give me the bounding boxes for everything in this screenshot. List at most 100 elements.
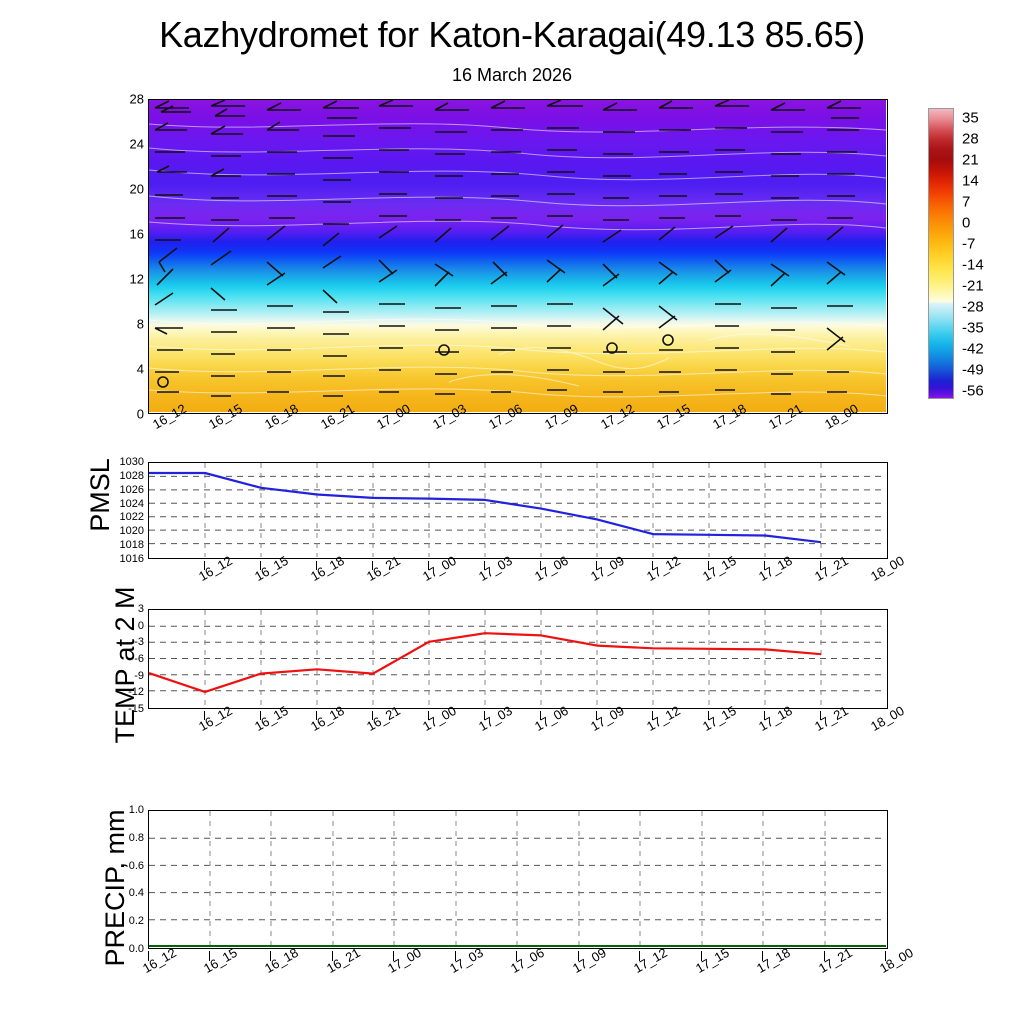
colorbar-tick-label: -21 [962, 277, 984, 295]
x-tick-mark [652, 561, 654, 570]
temp-x-axis: 16_12 16_15 16_18 16_21 17_00 17_03 17_0… [148, 703, 908, 755]
y-tick-label: 0.4 [128, 887, 144, 900]
y-tick-label: 28 [129, 91, 144, 107]
precip-x-axis: 16_12 16_15 16_18 16_21 17_00 17_03 17_0… [140, 945, 916, 999]
x-tick-mark [596, 711, 598, 720]
x-tick-label: 18_00 [877, 944, 916, 976]
x-tick-mark [540, 561, 542, 570]
x-tick-mark [708, 711, 710, 720]
y-tick-label: 4 [136, 361, 144, 377]
x-tick-mark [762, 951, 764, 961]
temperature-colorbar [928, 108, 954, 399]
page-title: Kazhydromet for Katon-Karagai(49.13 85.6… [159, 14, 865, 55]
x-tick-label: 16_18 [262, 944, 301, 976]
x-tick-mark [428, 711, 430, 720]
colorbar-tick-label: 7 [962, 193, 971, 211]
colorbar-tick-label: -49 [962, 361, 984, 379]
y-tick-label: 24 [129, 136, 144, 152]
y-tick-label: 1024 [119, 497, 144, 510]
x-tick-mark [209, 951, 211, 961]
precip-chart [148, 810, 888, 949]
y-tick-label: -6 [134, 653, 144, 665]
y-tick-label: 8 [136, 316, 144, 332]
y-tick-label: 1018 [119, 539, 144, 552]
x-tick-label: 17_03 [447, 944, 486, 976]
temp-y-axis: 3 0 -3 -6 -9 -12 -15 [110, 603, 144, 715]
y-tick-label: -9 [134, 669, 144, 682]
temp-2m-chart [148, 609, 888, 709]
colorbar-tick-label: -56 [962, 382, 984, 400]
y-tick-label: -15 [128, 703, 144, 715]
temp-series-line [149, 632, 822, 694]
x-tick-mark [260, 711, 262, 720]
x-tick-mark [578, 951, 580, 961]
x-tick-label: 16_15 [201, 944, 240, 976]
precip-plot-area [149, 811, 886, 947]
y-tick-label: 16 [129, 226, 144, 242]
pmsl-y-axis: 1030 1028 1026 1024 1022 1020 1018 1016 [110, 456, 144, 565]
x-tick-mark [516, 951, 518, 961]
x-tick-mark [455, 951, 457, 961]
x-tick-mark [764, 561, 766, 570]
main-plot-y-axis: 28 24 20 16 12 8 4 0 [110, 92, 144, 422]
y-tick-label: 0.6 [128, 859, 144, 872]
pmsl-plot-area [149, 463, 886, 557]
vertical-cross-section-plot [148, 99, 888, 414]
x-tick-mark [428, 561, 430, 570]
colorbar-tick-label: -42 [962, 340, 984, 358]
temperature-field [149, 100, 886, 412]
y-tick-label: 0.2 [128, 915, 144, 928]
x-tick-mark [148, 951, 150, 961]
colorbar-tick-label: 14 [962, 172, 979, 190]
colorbar-tick-label: 0 [962, 214, 971, 232]
x-tick-mark [824, 951, 826, 961]
colorbar-tick-label: -28 [962, 298, 984, 316]
x-tick-mark [316, 561, 318, 570]
colorbar-tick-label: 35 [962, 109, 979, 127]
y-tick-label: 1016 [119, 553, 144, 565]
y-tick-label: 1.0 [128, 804, 144, 816]
x-tick-mark [652, 711, 654, 720]
x-tick-mark [639, 951, 641, 961]
x-tick-mark [204, 561, 206, 570]
x-tick-label: 17_12 [631, 944, 670, 976]
colorbar-gradient [929, 109, 953, 398]
x-tick-label: 17_00 [385, 944, 424, 976]
colorbar-tick-label: -7 [962, 235, 976, 253]
x-tick-mark [484, 711, 486, 720]
colorbar-tick-label: 21 [962, 151, 979, 169]
x-tick-mark [701, 951, 703, 961]
y-tick-label: 1026 [119, 483, 144, 496]
y-tick-label: 1030 [119, 456, 144, 468]
x-tick-mark [540, 711, 542, 720]
x-tick-label: 17_18 [754, 944, 793, 976]
x-tick-mark [204, 711, 206, 720]
y-tick-label: 0 [136, 406, 144, 422]
y-tick-label: 1028 [119, 469, 144, 482]
x-tick-label: 16_21 [324, 944, 363, 976]
precip-y-axis: 1.0 0.8 0.6 0.4 0.2 0.0 [110, 804, 144, 955]
x-tick-label: 17_06 [508, 944, 547, 976]
y-tick-label: 12 [129, 271, 144, 287]
y-tick-label: 1022 [119, 511, 144, 524]
x-tick-mark [332, 951, 334, 961]
x-tick-mark [596, 561, 598, 570]
x-tick-mark [484, 561, 486, 570]
x-tick-label: 17_09 [570, 944, 609, 976]
x-tick-mark [260, 561, 262, 570]
main-plot-x-axis: 16_12 16_15 16_18 16_21 17_00 17_03 17_0… [148, 401, 908, 462]
x-tick-mark [270, 951, 272, 961]
x-tick-mark [764, 711, 766, 720]
page-subtitle: 16 March 2026 [451, 65, 573, 85]
y-tick-label: 0.0 [128, 943, 144, 955]
y-tick-label: 0.8 [128, 831, 144, 844]
x-tick-label: 16_12 [140, 944, 179, 976]
y-tick-label: -3 [134, 636, 144, 649]
temp-plot-area [149, 610, 886, 707]
y-tick-label: 20 [129, 181, 144, 197]
pmsl-series-line [149, 471, 822, 544]
x-tick-mark [820, 711, 822, 720]
x-tick-label: 17_15 [693, 944, 732, 976]
y-tick-label: 1020 [119, 525, 144, 538]
x-tick-mark [372, 561, 374, 570]
